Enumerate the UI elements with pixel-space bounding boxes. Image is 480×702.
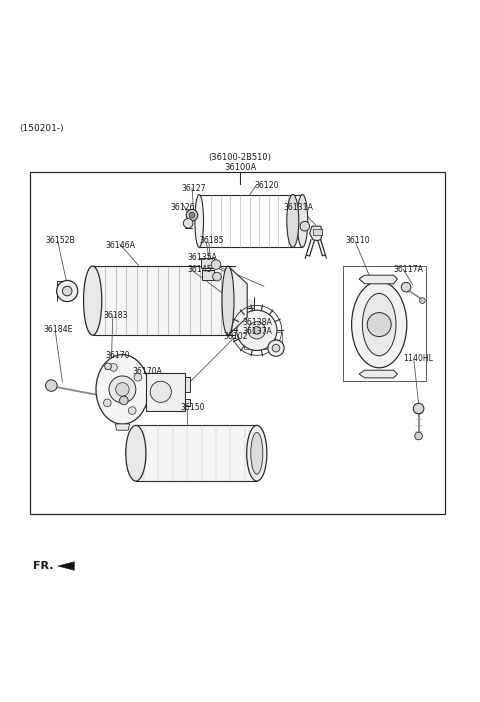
Text: 36150: 36150	[180, 403, 204, 412]
Circle shape	[104, 399, 111, 406]
Bar	[247, 299, 254, 307]
Circle shape	[186, 209, 198, 221]
Circle shape	[300, 221, 310, 231]
Ellipse shape	[351, 282, 407, 368]
Ellipse shape	[84, 266, 102, 335]
Text: 36126: 36126	[170, 202, 195, 211]
Circle shape	[134, 373, 142, 381]
Text: 36137A: 36137A	[242, 327, 272, 336]
Text: 36110: 36110	[346, 236, 370, 245]
Ellipse shape	[96, 355, 149, 424]
Circle shape	[120, 396, 128, 405]
Circle shape	[105, 363, 111, 370]
Text: FR.: FR.	[33, 561, 53, 571]
Text: 36152B: 36152B	[46, 236, 75, 245]
Text: 36170: 36170	[106, 351, 130, 360]
Polygon shape	[359, 275, 397, 284]
Circle shape	[150, 381, 171, 402]
Text: 36184E: 36184E	[43, 325, 72, 334]
Circle shape	[46, 380, 57, 391]
Circle shape	[116, 383, 129, 396]
Text: 36138A: 36138A	[242, 318, 272, 326]
Polygon shape	[115, 424, 130, 430]
Circle shape	[57, 280, 78, 302]
Circle shape	[367, 312, 391, 336]
Circle shape	[413, 404, 424, 414]
Circle shape	[109, 376, 136, 403]
Bar	[343, 265, 426, 380]
Ellipse shape	[287, 194, 299, 247]
Circle shape	[253, 326, 261, 334]
Ellipse shape	[195, 194, 204, 247]
Polygon shape	[310, 226, 323, 241]
Text: 36145: 36145	[187, 265, 212, 274]
Circle shape	[189, 212, 195, 218]
Text: 36120: 36120	[254, 181, 279, 190]
Circle shape	[272, 344, 280, 352]
Text: (150201-): (150201-)	[19, 124, 64, 133]
Circle shape	[213, 272, 221, 281]
Circle shape	[211, 260, 221, 270]
Circle shape	[237, 310, 277, 350]
Bar	[313, 229, 322, 235]
Bar	[136, 425, 257, 481]
Text: 1140HL: 1140HL	[403, 354, 433, 363]
Text: 36100A: 36100A	[224, 163, 256, 172]
Circle shape	[415, 432, 422, 439]
Polygon shape	[228, 266, 247, 335]
Ellipse shape	[222, 266, 234, 335]
Circle shape	[268, 340, 284, 357]
Bar	[30, 173, 445, 514]
Polygon shape	[185, 378, 190, 406]
Bar	[244, 332, 282, 349]
Circle shape	[183, 218, 193, 228]
Text: 36102: 36102	[223, 332, 248, 341]
Ellipse shape	[362, 293, 396, 356]
Text: 36183: 36183	[103, 310, 128, 319]
Ellipse shape	[247, 425, 267, 481]
Circle shape	[109, 364, 117, 371]
Polygon shape	[359, 370, 397, 378]
Text: (36100-2B510): (36100-2B510)	[209, 153, 271, 162]
Bar	[93, 266, 235, 335]
Text: 36135A: 36135A	[187, 253, 217, 262]
Circle shape	[248, 322, 265, 339]
Text: 36170A: 36170A	[132, 366, 162, 376]
Bar	[146, 373, 185, 411]
Text: 36146A: 36146A	[106, 241, 135, 250]
Text: 36127: 36127	[181, 184, 206, 193]
Circle shape	[420, 298, 425, 303]
Text: 36117A: 36117A	[394, 265, 423, 274]
Ellipse shape	[251, 432, 263, 474]
Ellipse shape	[297, 194, 308, 247]
Bar	[201, 258, 214, 268]
Circle shape	[129, 406, 136, 414]
Polygon shape	[58, 562, 74, 570]
Text: 36131A: 36131A	[283, 202, 313, 211]
Ellipse shape	[126, 425, 146, 481]
Circle shape	[62, 286, 72, 296]
Bar	[202, 270, 214, 280]
Circle shape	[401, 282, 411, 292]
Text: 36185: 36185	[199, 236, 224, 245]
